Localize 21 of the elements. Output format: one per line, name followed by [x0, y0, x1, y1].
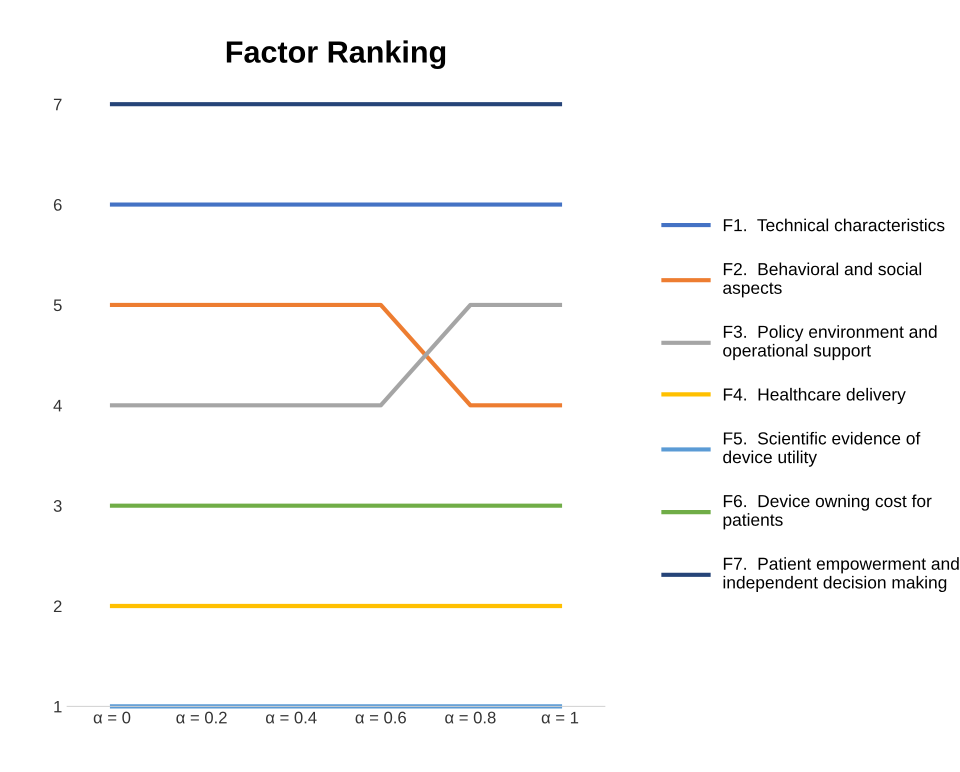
legend-label: F1. Technical characteristics: [724, 218, 944, 232]
x-tick-label: α = 0.6: [356, 712, 406, 724]
legend-label: F6. Device owning cost for patients: [724, 494, 932, 530]
y-tick-label: 7: [54, 98, 62, 110]
x-tick-label: α = 0: [94, 712, 130, 724]
legend-label: F2. Behavioral and social aspects: [723, 262, 922, 298]
x-tick-label: α = 0.8: [445, 712, 496, 724]
y-tick-label: 1: [54, 700, 62, 712]
x-tick-label: α = 0.2: [176, 712, 227, 724]
legend-label: F7. Patient empowerment and independent decision making: [724, 557, 959, 592]
y-tick-label: 3: [54, 500, 62, 512]
x-tick-label: α = 0.4: [266, 712, 317, 724]
x-tick-label: α = 1: [542, 712, 578, 724]
legend-label: F3. Policy environment and operational support: [723, 325, 937, 360]
legend-label: F5. Scientific evidence of device utility: [723, 432, 920, 467]
y-tick-label: 4: [53, 400, 62, 412]
y-tick-label: 6: [54, 198, 62, 211]
chart-title: Factor Ranking: [226, 40, 446, 70]
y-tick-label: 2: [54, 600, 62, 612]
legend-label: F4. Healthcare delivery: [724, 388, 906, 404]
y-tick-label: 5: [54, 300, 62, 312]
